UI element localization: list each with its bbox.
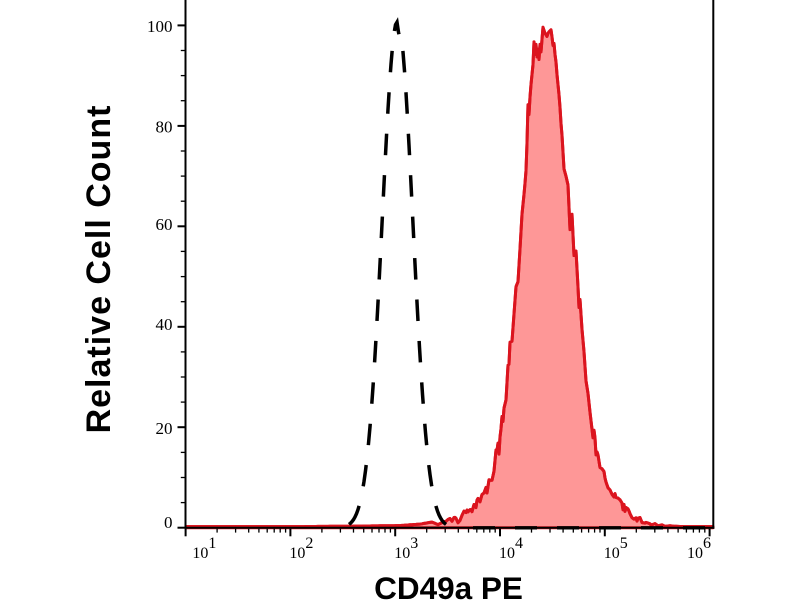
svg-text:0: 0 — [164, 513, 173, 532]
svg-text:100: 100 — [147, 17, 173, 36]
svg-text:40: 40 — [156, 315, 173, 334]
svg-text:Relative Cell Count: Relative Cell Count — [80, 105, 118, 434]
svg-text:60: 60 — [156, 215, 173, 234]
svg-text:80: 80 — [156, 118, 173, 137]
svg-text:CD49a PE: CD49a PE — [374, 570, 523, 600]
svg-text:20: 20 — [156, 419, 173, 438]
